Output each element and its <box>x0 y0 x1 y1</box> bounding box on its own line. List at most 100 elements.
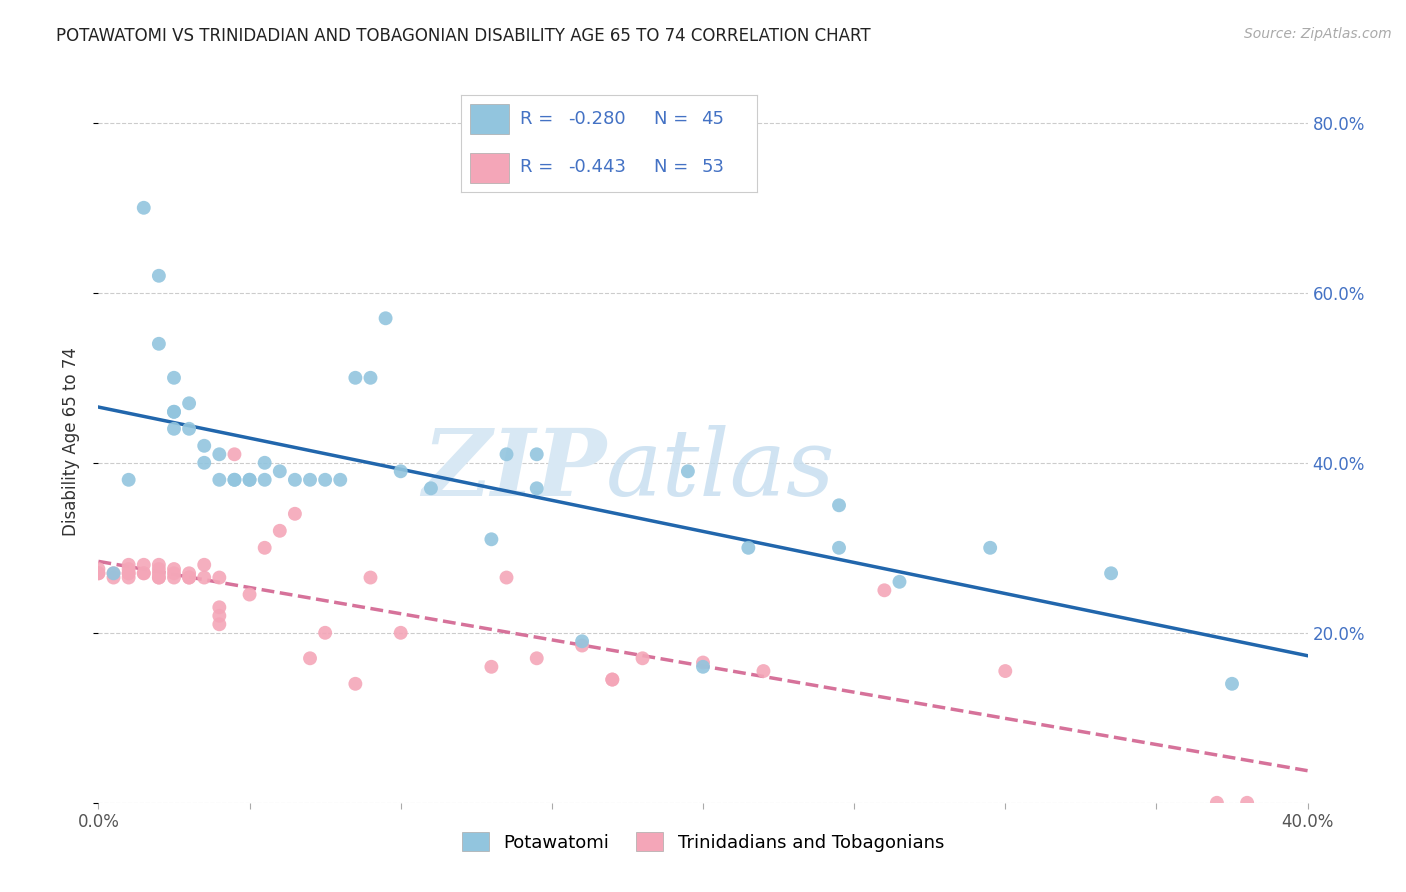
Point <box>602 673 624 687</box>
Point <box>208 570 231 584</box>
Point <box>526 481 548 495</box>
Point <box>87 566 110 581</box>
Point <box>148 336 170 351</box>
Point <box>148 566 170 581</box>
Point <box>571 639 593 653</box>
Point <box>224 473 246 487</box>
Point <box>103 570 125 584</box>
Point <box>481 660 503 674</box>
Point <box>193 570 215 584</box>
Point <box>526 447 548 461</box>
Point <box>360 570 382 584</box>
Point <box>118 566 141 581</box>
Point <box>132 201 155 215</box>
Point <box>179 422 201 436</box>
Point <box>103 566 125 581</box>
Point <box>1220 677 1243 691</box>
Point <box>148 558 170 572</box>
Point <box>103 566 125 581</box>
Legend: Potawatomi, Trinidadians and Tobagonians: Potawatomi, Trinidadians and Tobagonians <box>454 825 952 859</box>
Point <box>193 439 215 453</box>
Point <box>1099 566 1122 581</box>
Point <box>163 405 186 419</box>
Point <box>374 311 396 326</box>
Point <box>314 625 336 640</box>
Point <box>148 570 170 584</box>
Point <box>148 570 170 584</box>
Point <box>239 473 262 487</box>
Point <box>208 608 231 623</box>
Point <box>148 268 170 283</box>
Point <box>676 464 699 478</box>
Point <box>329 473 352 487</box>
Point <box>118 562 141 576</box>
Point <box>193 456 215 470</box>
Point <box>87 562 110 576</box>
Point <box>571 634 593 648</box>
Point <box>602 673 624 687</box>
Point <box>179 570 201 584</box>
Point <box>631 651 654 665</box>
Point <box>163 405 186 419</box>
Point <box>1206 796 1229 810</box>
Point <box>132 566 155 581</box>
Point <box>118 570 141 584</box>
Point <box>163 562 186 576</box>
Point <box>389 464 412 478</box>
Point <box>118 473 141 487</box>
Point <box>495 447 517 461</box>
Point <box>737 541 759 555</box>
Point <box>828 498 851 512</box>
Point <box>163 570 186 584</box>
Text: ZIP: ZIP <box>422 425 606 516</box>
Point <box>208 473 231 487</box>
Point <box>284 507 307 521</box>
Text: atlas: atlas <box>606 425 835 516</box>
Point <box>224 473 246 487</box>
Point <box>299 473 322 487</box>
Point <box>481 533 503 547</box>
Point <box>420 481 443 495</box>
Point <box>269 464 291 478</box>
Point <box>239 588 262 602</box>
Text: Source: ZipAtlas.com: Source: ZipAtlas.com <box>1244 27 1392 41</box>
Point <box>253 541 276 555</box>
Point <box>239 473 262 487</box>
Point <box>179 566 201 581</box>
Point <box>284 473 307 487</box>
Point <box>692 660 714 674</box>
Point <box>208 600 231 615</box>
Point <box>495 570 517 584</box>
Point <box>526 651 548 665</box>
Point <box>132 558 155 572</box>
Point <box>1236 796 1258 810</box>
Point <box>314 473 336 487</box>
Point <box>208 617 231 632</box>
Point <box>344 677 367 691</box>
Point <box>163 371 186 385</box>
Point <box>132 566 155 581</box>
Point <box>253 456 276 470</box>
Point <box>979 541 1001 555</box>
Point <box>994 664 1017 678</box>
Text: POTAWATOMI VS TRINIDADIAN AND TOBAGONIAN DISABILITY AGE 65 TO 74 CORRELATION CHA: POTAWATOMI VS TRINIDADIAN AND TOBAGONIAN… <box>56 27 870 45</box>
Point <box>224 447 246 461</box>
Point <box>179 570 201 584</box>
Point <box>269 524 291 538</box>
Point <box>299 651 322 665</box>
Point <box>873 583 896 598</box>
Point <box>360 371 382 385</box>
Y-axis label: Disability Age 65 to 74: Disability Age 65 to 74 <box>62 347 80 536</box>
Point <box>148 562 170 576</box>
Point <box>253 473 276 487</box>
Point <box>208 447 231 461</box>
Point <box>889 574 911 589</box>
Point <box>179 396 201 410</box>
Point <box>344 371 367 385</box>
Point <box>828 541 851 555</box>
Point <box>118 566 141 581</box>
Point <box>193 558 215 572</box>
Point <box>752 664 775 678</box>
Point <box>87 566 110 581</box>
Point <box>118 558 141 572</box>
